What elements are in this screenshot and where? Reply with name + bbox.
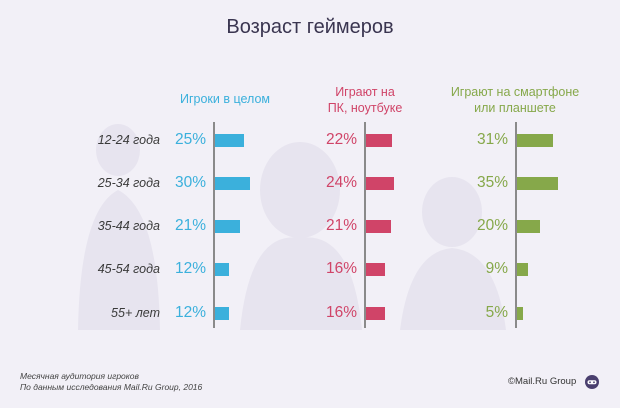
bar-pc	[366, 220, 391, 233]
bar-all-players	[215, 177, 250, 190]
footer-note: Месячная аудитория игроков По данным исс…	[20, 371, 202, 393]
value-label-mobile: 5%	[485, 304, 508, 321]
value-label-pc: 16%	[325, 304, 357, 321]
column-header-mobile: Играют на смартфоне или планшете	[430, 84, 600, 116]
row-label: 55+ лет	[111, 306, 160, 320]
bar-all-players	[215, 220, 240, 233]
row-label: 25-34 года	[97, 176, 160, 190]
value-label-mobile: 35%	[476, 174, 508, 191]
bar-all-players	[215, 307, 229, 320]
bar-mobile	[517, 220, 540, 233]
bar-mobile	[517, 263, 528, 276]
row-label: 45-54 года	[97, 262, 160, 276]
column-header-all-players: Игроки в целом	[150, 91, 300, 107]
column-header-line: ПК, ноутбуке	[327, 101, 403, 115]
value-label-pc: 22%	[325, 131, 357, 148]
row-label: 12-24 года	[97, 133, 160, 147]
column-header-line: Игроки в целом	[179, 92, 271, 106]
column-header-line: Играют на	[335, 85, 395, 99]
row-label: 35-44 года	[97, 219, 160, 233]
footer-note-line-2: По данным исследования Mail.Ru Group, 20…	[20, 382, 203, 392]
bar-pc	[366, 263, 385, 276]
brand-label: ©Mail.Ru Group	[508, 376, 577, 387]
axis-line-mobile	[515, 122, 517, 328]
column-header-line: или планшете	[474, 101, 556, 115]
value-label-all-players: 21%	[174, 217, 206, 234]
value-label-pc: 24%	[325, 174, 357, 191]
column-header-line: Играют на смартфоне	[450, 85, 580, 99]
bar-mobile	[517, 177, 558, 190]
value-label-pc: 16%	[325, 260, 357, 277]
gamepad-icon	[585, 375, 599, 389]
footer-note-line-1: Месячная аудитория игроков	[20, 371, 139, 381]
bar-mobile	[517, 134, 553, 147]
value-label-all-players: 12%	[174, 304, 206, 321]
bar-pc	[366, 134, 392, 147]
bar-pc	[366, 177, 394, 190]
value-label-mobile: 31%	[476, 131, 508, 148]
value-label-mobile: 20%	[476, 217, 508, 234]
bar-mobile	[517, 307, 523, 320]
axis-line-all-players	[213, 122, 215, 328]
chart-title: Возраст геймеров	[226, 16, 394, 38]
bar-all-players	[215, 263, 229, 276]
value-label-all-players: 30%	[174, 174, 206, 191]
column-header-pc: Играют на ПК, ноутбуке	[290, 84, 440, 116]
value-label-mobile: 9%	[485, 260, 508, 277]
value-label-all-players: 25%	[174, 131, 206, 148]
bar-all-players	[215, 134, 244, 147]
bar-pc	[366, 307, 385, 320]
value-label-pc: 21%	[325, 217, 357, 234]
value-label-all-players: 12%	[174, 260, 206, 277]
axis-line-pc	[364, 122, 366, 328]
